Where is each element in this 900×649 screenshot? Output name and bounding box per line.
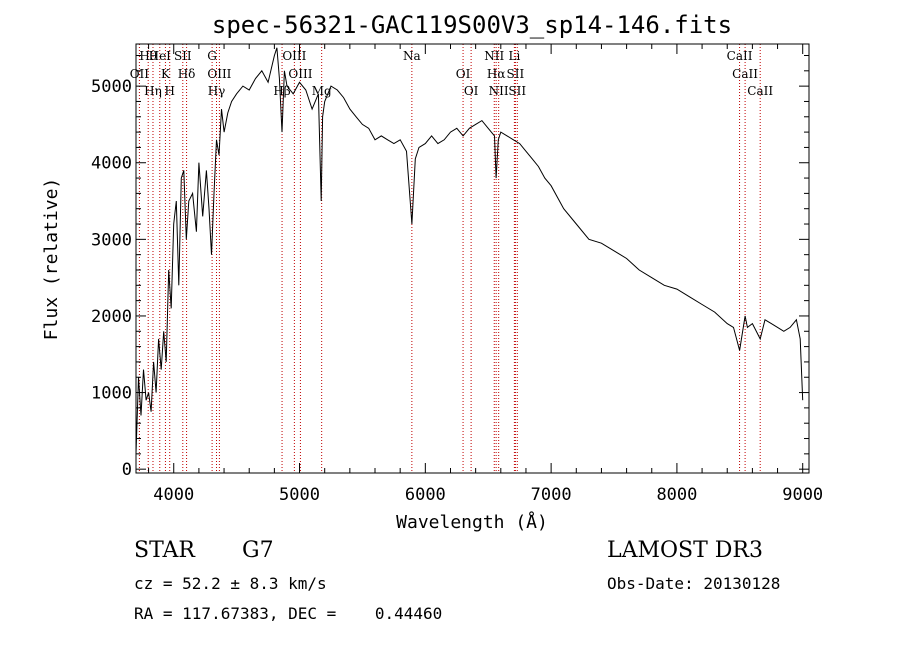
spectral-line-label: HeI	[149, 49, 172, 63]
survey-name: LAMOST DR3	[607, 538, 763, 563]
x-axis-label: Wavelength (Å)	[396, 511, 548, 533]
y-tick-label: 5000	[91, 77, 132, 97]
x-tick-label: 9000	[782, 485, 823, 505]
x-tick-label: 7000	[531, 485, 572, 505]
y-tick-label: 2000	[91, 307, 132, 327]
y-tick-label: 0	[122, 460, 132, 480]
y-axis-ticks: 0 1000 2000 3000 4000 5000	[91, 54, 809, 480]
spectral-line-label: Hδ	[178, 67, 196, 81]
spectral-line-markers	[138, 44, 761, 473]
spectral-line-label: Na	[403, 49, 421, 63]
spectral-line-label: Hη	[144, 84, 162, 98]
spectral-line-label: OIII	[282, 49, 306, 63]
spectral-line-label: K	[161, 67, 171, 81]
spectral-line-label: Li	[508, 49, 520, 63]
spectral-line-labels: HθOIIHηHeIKHSIIHδHγGOIIIHβOIIIOIIIMgNaOI…	[130, 49, 774, 98]
spectral-line-label: Mg	[312, 84, 332, 98]
spectral-line-label: NII	[489, 84, 509, 98]
spectral-line-label: SII	[508, 84, 526, 98]
redshift-info: cz = 52.2 ± 8.3 km/s	[134, 574, 327, 593]
object-class: STAR	[134, 538, 195, 563]
spectral-line-label: OIII	[207, 67, 231, 81]
y-tick-label: 1000	[91, 384, 132, 404]
spectral-line-label: H	[164, 84, 174, 98]
x-tick-label: 4000	[153, 485, 194, 505]
spectral-line-label: CaII	[727, 49, 753, 63]
spectral-line-label: Hβ	[273, 84, 290, 98]
x-tick-label: 5000	[279, 485, 320, 505]
spectral-line-label: OII	[130, 67, 150, 81]
spectral-line-label: NII	[484, 49, 504, 63]
object-subclass: G7	[242, 538, 274, 563]
spectral-line-label: Hα	[487, 67, 506, 81]
spectral-line-label: Hθ	[139, 49, 157, 63]
spectral-line-label: SII	[507, 67, 525, 81]
y-tick-label: 3000	[91, 230, 132, 250]
spectral-line-label: OI	[464, 84, 479, 98]
plot-frame	[135, 43, 810, 474]
spectrum-series-line	[135, 47, 804, 454]
coordinates: RA = 117.67383, DEC = 0.44460	[134, 604, 443, 623]
spectral-line-label: CaII	[747, 84, 773, 98]
spectral-line-label: SII	[174, 49, 192, 63]
spectral-line-label: CaII	[732, 67, 758, 81]
spectral-line-label: Hγ	[208, 84, 226, 98]
observation-date: Obs-Date: 20130128	[607, 574, 781, 593]
chart-title: spec-56321-GAC119S00V3_sp14-146.fits	[212, 11, 732, 39]
x-axis-ticks: 4000 5000 6000 7000 8000 9000	[148, 44, 823, 505]
y-axis-label: Flux (relative)	[41, 178, 62, 341]
spectral-line-label: OIII	[288, 67, 312, 81]
y-tick-label: 4000	[91, 154, 132, 174]
spectral-line-label: G	[207, 49, 217, 63]
x-tick-label: 6000	[405, 485, 446, 505]
spectral-line-label: OI	[456, 67, 471, 81]
x-tick-label: 8000	[656, 485, 697, 505]
